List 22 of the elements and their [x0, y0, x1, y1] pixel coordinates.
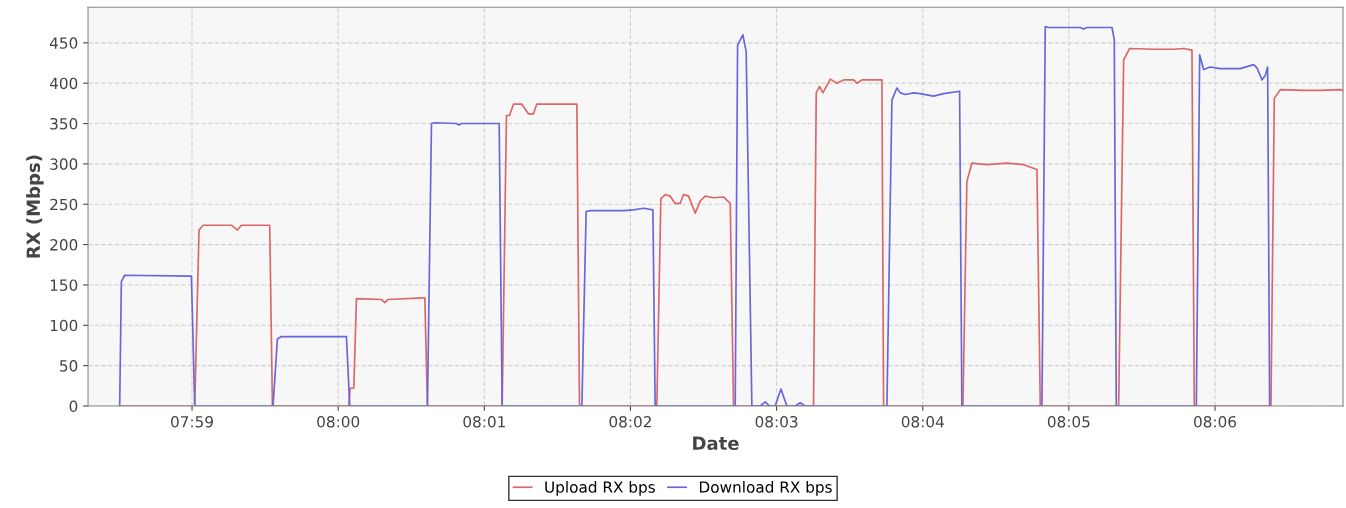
y-tick-label: 50 [60, 360, 78, 372]
y-tick-label: 400 [49, 77, 78, 90]
x-tick-label: 08:01 [463, 415, 505, 428]
y-tick-label: 200 [50, 239, 78, 251]
y-tick-label: 300 [50, 158, 78, 170]
legend-label: Upload RX bps [545, 480, 655, 496]
x-tick-label: 08:04 [901, 415, 944, 428]
y-tick-label: 450 [49, 37, 78, 49]
x-tick-label: 08:02 [609, 415, 651, 428]
x-tick-label: 08:00 [317, 415, 360, 428]
x-axis-title: Date [693, 436, 739, 451]
y-axis-title: RX (Mbps) [26, 155, 44, 258]
legend-label: Download RX bps [699, 480, 832, 496]
x-tick-label: 08:06 [1194, 415, 1237, 428]
x-tick-label: 08:05 [1047, 415, 1090, 428]
y-tick-label: 150 [50, 279, 78, 291]
y-tick-label: 250 [50, 198, 78, 211]
x-tick-label: 08:03 [755, 415, 798, 428]
y-tick-label: 100 [50, 319, 78, 332]
x-tick-label: 07:59 [171, 415, 213, 428]
y-tick-label: 350 [50, 117, 78, 130]
y-tick-label: 0 [69, 400, 78, 413]
